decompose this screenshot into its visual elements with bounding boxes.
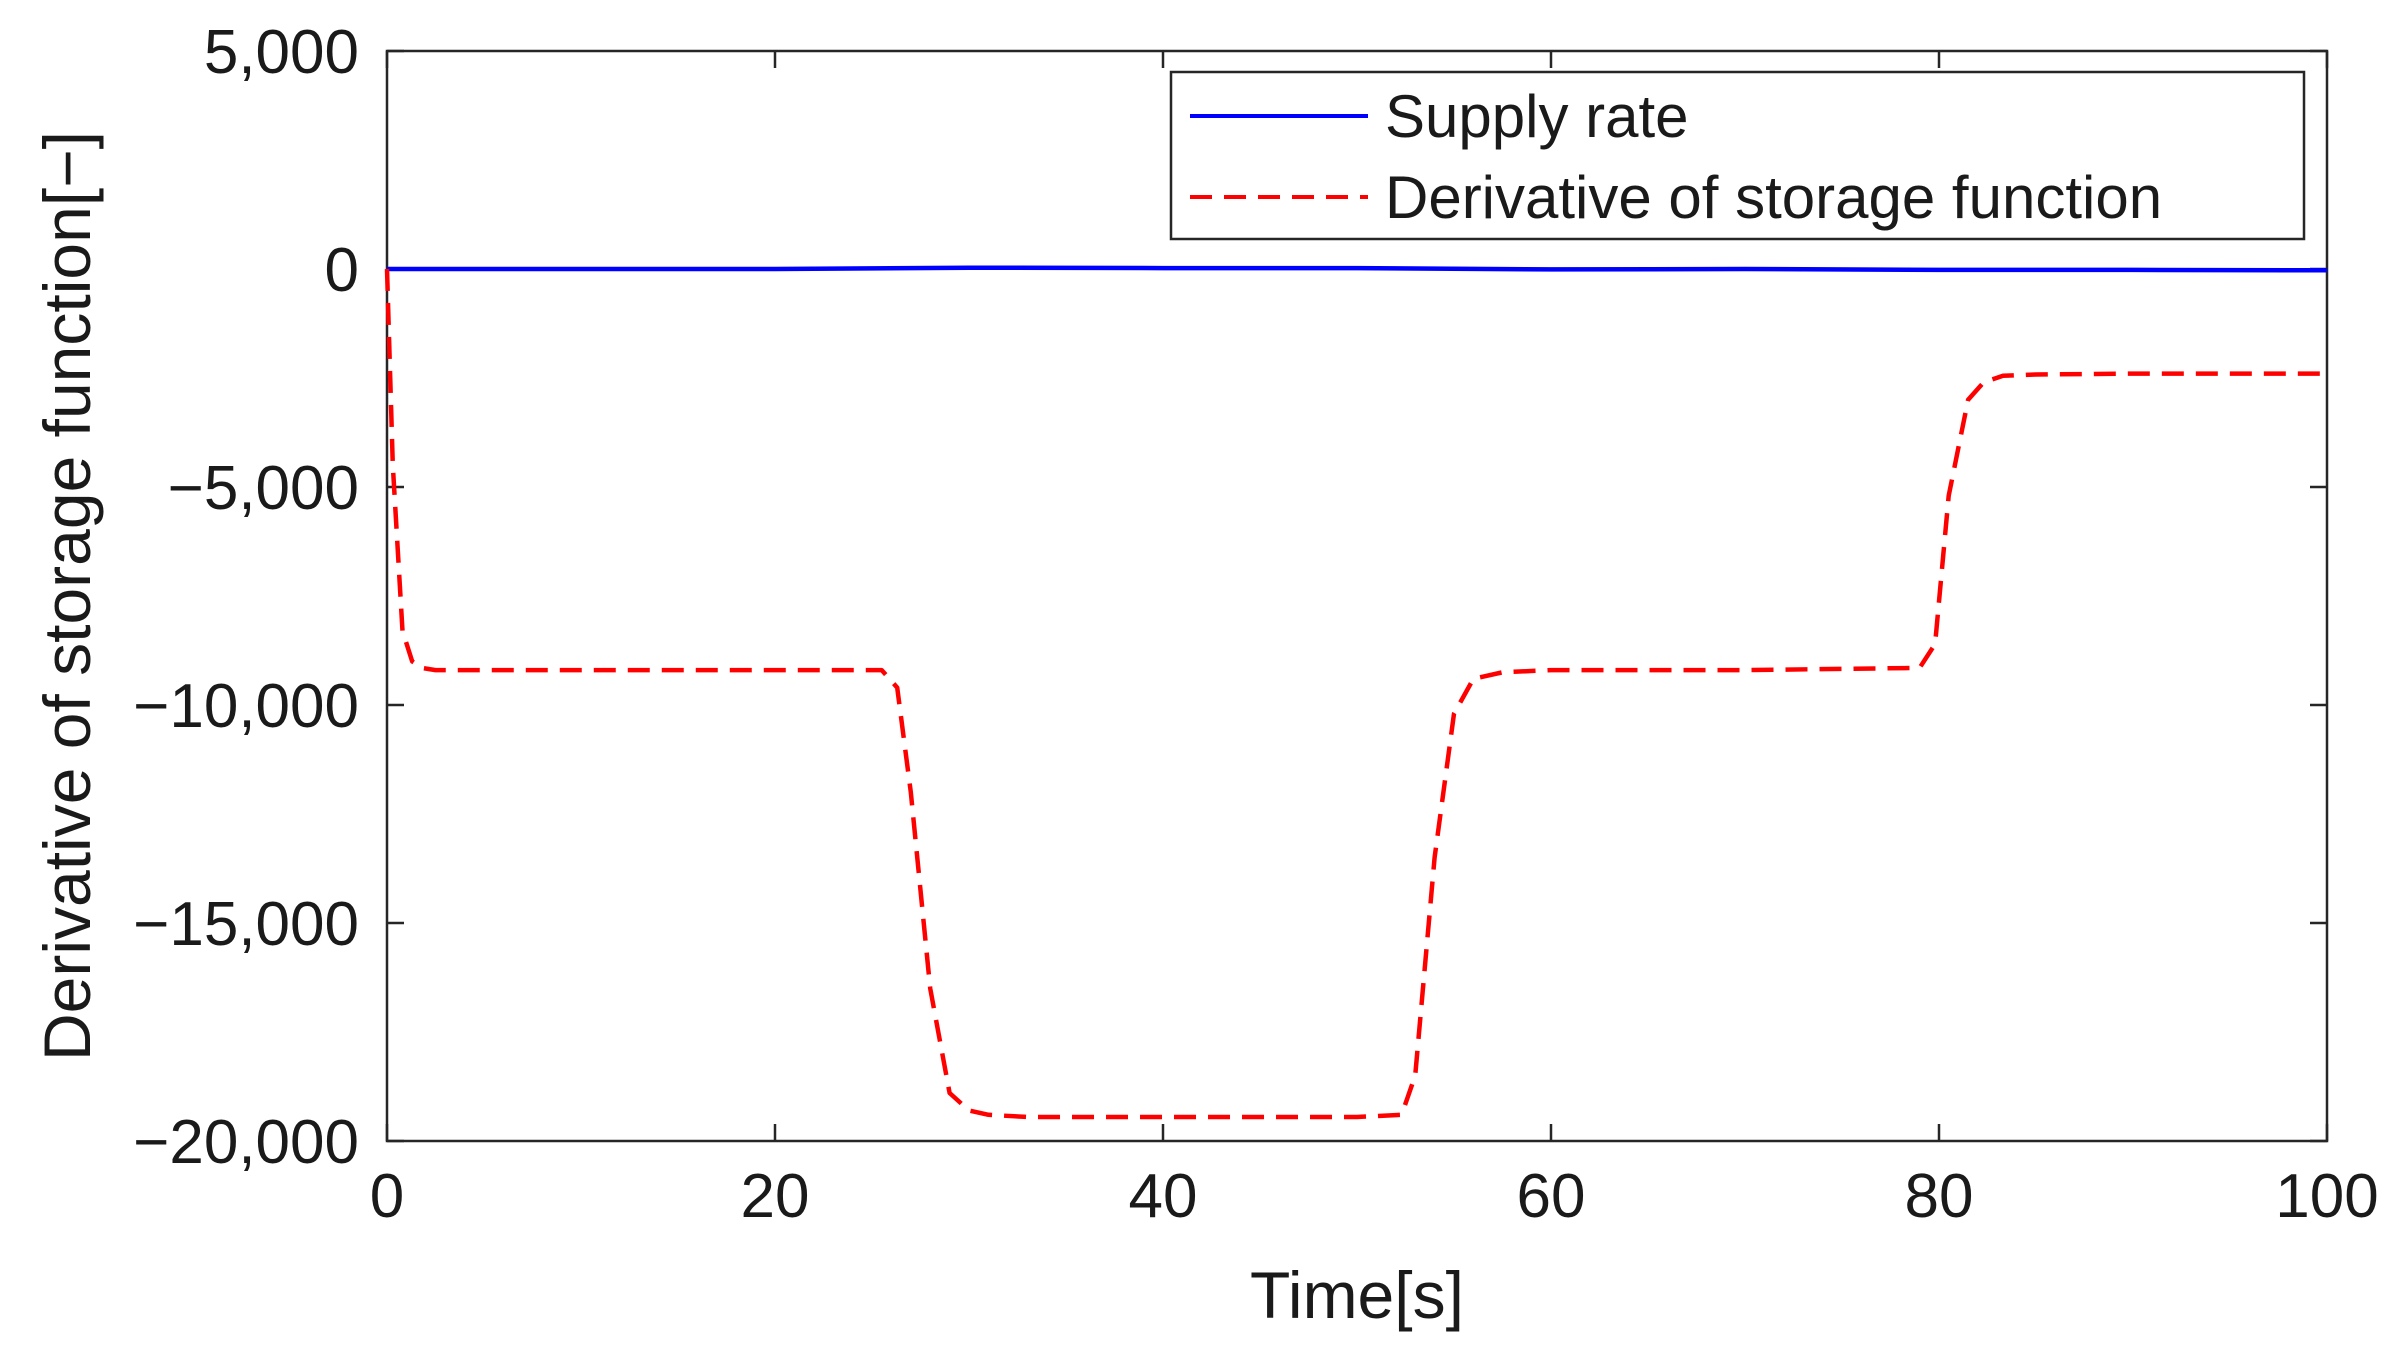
axis-ticks xyxy=(385,49,2329,1143)
legend-box xyxy=(1169,70,2306,241)
tick-labels: 0 20 40 60 80 100 5,000 0 −5,000 −10,000 −15,000 −2… xyxy=(133,18,2379,1231)
y-tick-label: 5,000 xyxy=(204,18,359,87)
x-tick-label: 20 xyxy=(741,1162,810,1231)
series-line-supply-rate xyxy=(387,265,2328,273)
x-tick-label: 100 xyxy=(2275,1162,2378,1231)
y-tick-label: 0 xyxy=(325,236,359,305)
x-tick-label: 0 xyxy=(370,1162,404,1231)
y-tick-label: −10,000 xyxy=(133,672,359,741)
plot-area-frame xyxy=(385,49,2329,1143)
x-tick-label: 40 xyxy=(1129,1162,1198,1231)
y-axis-label: Derivative of storage function[−] xyxy=(30,131,104,1061)
y-tick-label: −20,000 xyxy=(133,1108,359,1177)
legend-label-supply-rate: Supply rate xyxy=(1385,83,1689,150)
x-tick-label: 60 xyxy=(1517,1162,1586,1231)
x-tick-label: 80 xyxy=(1905,1162,1974,1231)
series-layer xyxy=(384,265,2328,1120)
legend: Supply rate Derivative of storage functi… xyxy=(1169,70,2306,241)
y-tick-label: −15,000 xyxy=(133,890,359,959)
y-tick-label: −5,000 xyxy=(168,454,359,523)
legend-label-storage-derivative: Derivative of storage function xyxy=(1385,164,2162,231)
x-axis-label: Time[s] xyxy=(1250,1258,1464,1332)
series-line-storage-derivative xyxy=(384,268,2327,1120)
